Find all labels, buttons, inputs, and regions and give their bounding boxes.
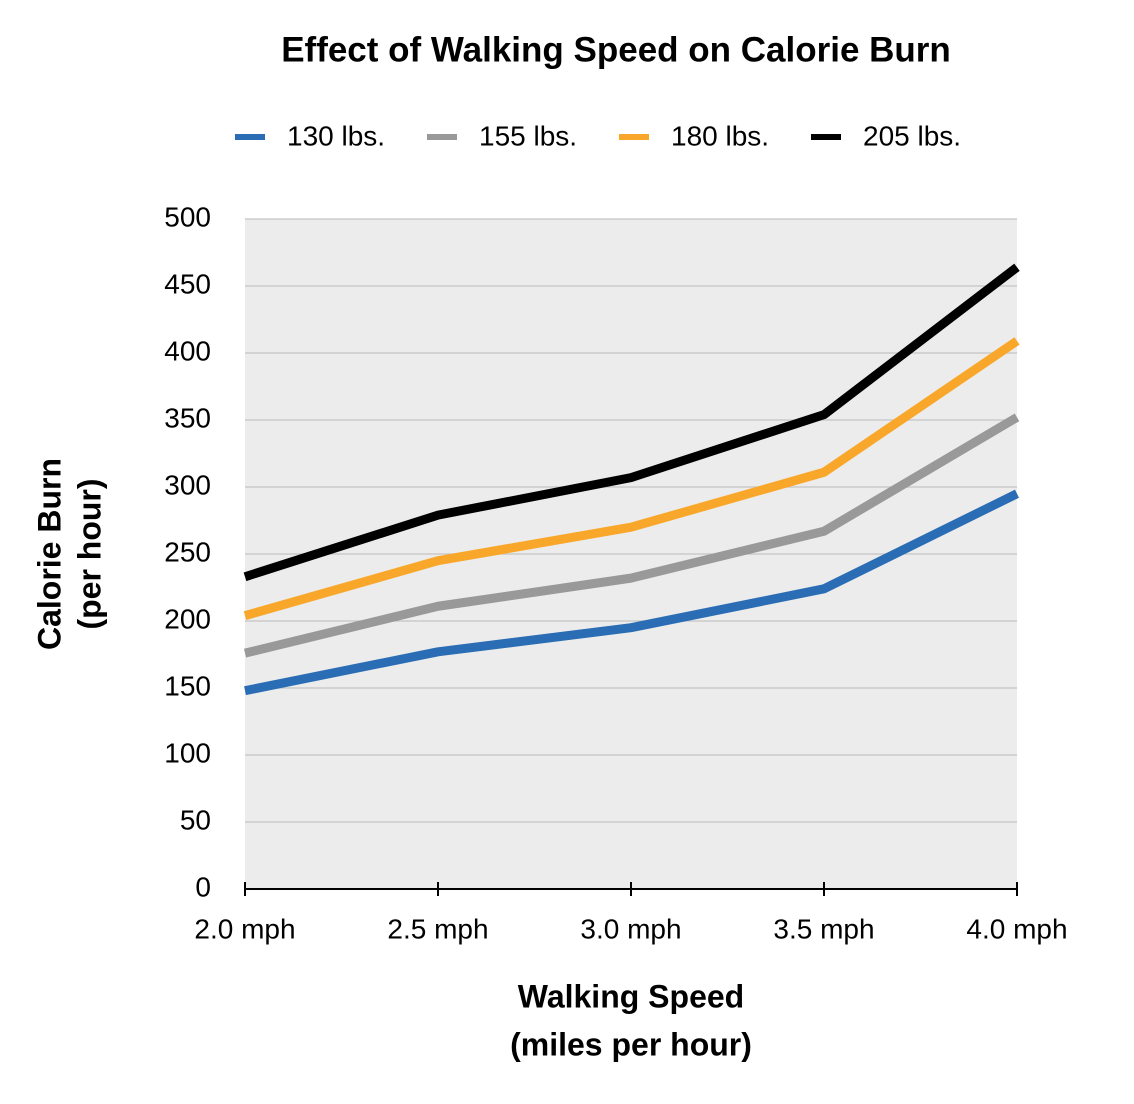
legend-label: 205 lbs. <box>863 120 961 151</box>
x-tick-label: 2.0 mph <box>194 913 295 944</box>
series-line <box>243 337 1020 620</box>
y-tick-label: 200 <box>164 603 211 634</box>
y-axis-title: Calorie Burn (per hour) <box>31 458 107 650</box>
y-tick-label: 250 <box>164 536 211 567</box>
y-tick-label: 150 <box>164 670 211 701</box>
y-axis-title-line: Calorie Burn <box>31 458 67 650</box>
x-tick-label: 3.5 mph <box>773 913 874 944</box>
series-line <box>243 263 1020 582</box>
x-axis-title: (miles per hour) <box>510 1026 752 1062</box>
x-axis-title: Walking Speed <box>518 978 744 1014</box>
y-tick-label: 350 <box>164 402 211 433</box>
y-axis-title-line: (per hour) <box>71 478 107 629</box>
y-tick-label: 450 <box>164 268 211 299</box>
y-tick-label: 100 <box>164 737 211 768</box>
legend-label: 130 lbs. <box>287 120 385 151</box>
x-tick-label: 4.0 mph <box>966 913 1067 944</box>
x-tick-label: 2.5 mph <box>387 913 488 944</box>
series-line <box>244 489 1019 696</box>
y-tick-label: 0 <box>195 871 211 902</box>
y-tick-label: 400 <box>164 335 211 366</box>
y-tick-label: 50 <box>180 804 211 835</box>
legend-label: 180 lbs. <box>671 120 769 151</box>
chart-title: Effect of Walking Speed on Calorie Burn <box>281 30 951 69</box>
series-line <box>243 413 1020 658</box>
y-tick-label: 300 <box>164 469 211 500</box>
y-tick-label: 500 <box>164 201 211 232</box>
x-tick-label: 3.0 mph <box>580 913 681 944</box>
legend-label: 155 lbs. <box>479 120 577 151</box>
